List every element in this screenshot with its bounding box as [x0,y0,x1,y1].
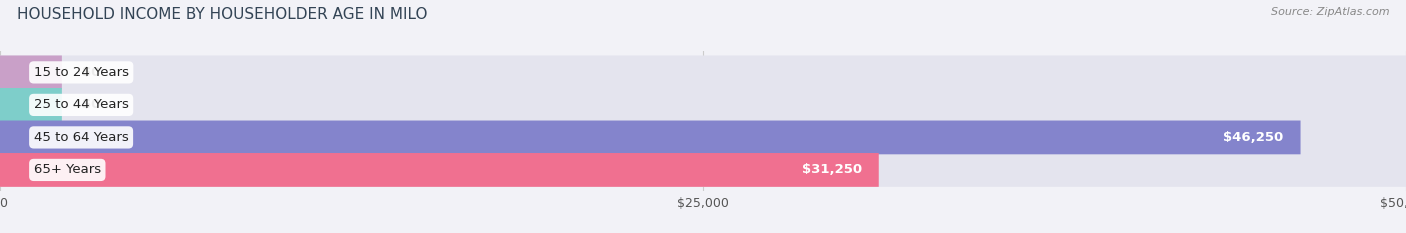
FancyBboxPatch shape [0,55,62,89]
FancyBboxPatch shape [0,55,1406,89]
Text: HOUSEHOLD INCOME BY HOUSEHOLDER AGE IN MILO: HOUSEHOLD INCOME BY HOUSEHOLDER AGE IN M… [17,7,427,22]
Text: $0: $0 [82,98,100,111]
Text: $0: $0 [82,66,100,79]
FancyBboxPatch shape [0,88,62,122]
Text: $46,250: $46,250 [1223,131,1284,144]
FancyBboxPatch shape [0,153,879,187]
FancyBboxPatch shape [0,120,1406,154]
Text: Source: ZipAtlas.com: Source: ZipAtlas.com [1271,7,1389,17]
Text: 25 to 44 Years: 25 to 44 Years [34,98,128,111]
FancyBboxPatch shape [0,88,1406,122]
Text: 65+ Years: 65+ Years [34,163,101,176]
FancyBboxPatch shape [0,153,1406,187]
Text: 45 to 64 Years: 45 to 64 Years [34,131,128,144]
FancyBboxPatch shape [0,120,1301,154]
Text: $31,250: $31,250 [801,163,862,176]
Text: 15 to 24 Years: 15 to 24 Years [34,66,129,79]
